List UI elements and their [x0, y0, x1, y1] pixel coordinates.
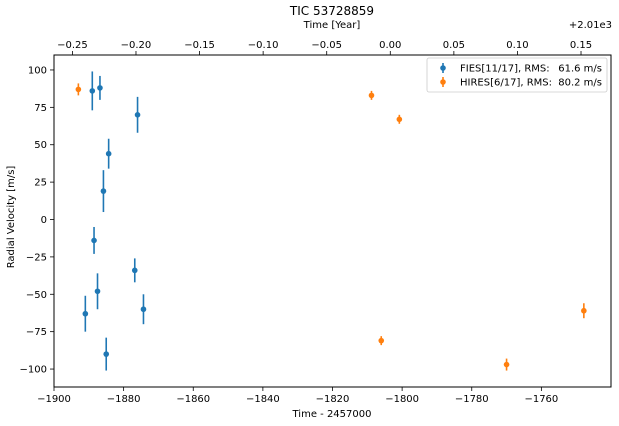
top-tick-label: −0.20	[121, 40, 152, 51]
top-tick-label: 0.15	[570, 40, 592, 51]
y-tick-label: 100	[28, 65, 47, 76]
legend: FIES[11/17], RMS: 61.6 m/s HIRES[6/17], …	[426, 57, 608, 93]
data-point	[581, 307, 587, 314]
data-point	[378, 337, 385, 344]
x-tick-label: −1860	[176, 394, 210, 405]
series-1	[75, 83, 587, 371]
y-axis-label: Radial Velocity [m/s]	[6, 166, 17, 269]
y-tick-label: 50	[34, 140, 47, 151]
x-tick-label: −1760	[524, 394, 558, 405]
data-point	[368, 92, 375, 99]
x-tick-label: −1900	[37, 394, 71, 405]
chart-title: TIC 53728859	[289, 4, 374, 18]
data-points	[75, 71, 587, 371]
legend-box	[426, 57, 608, 93]
data-point	[82, 310, 89, 317]
data-point	[75, 86, 82, 93]
legend-rms-fies: 61.6 m/s	[558, 64, 602, 75]
top-tick-label: −0.10	[248, 40, 279, 51]
legend-label-fies: FIES[11/17], RMS:	[460, 64, 550, 75]
data-point	[134, 112, 141, 118]
x-tick-label: −1780	[455, 394, 489, 405]
legend-marker-hires	[440, 77, 446, 87]
top-tick-label: −0.05	[311, 40, 342, 51]
data-point	[97, 85, 103, 91]
top-tick-label: 0.00	[379, 40, 401, 51]
axis-ticks: −1900 −1880 −1860 −1840 −1820 −1800 −1780 −1760…	[20, 40, 593, 405]
data-point	[396, 116, 403, 123]
data-point	[140, 306, 147, 313]
data-point	[103, 351, 110, 357]
series-0	[82, 71, 147, 371]
y-tick-label: −25	[26, 252, 47, 263]
top-axis-offset-label: +2.01e3	[569, 20, 612, 31]
legend-entry-fies: FIES[11/17], RMS: 61.6 m/s	[440, 63, 602, 75]
legend-marker-fies	[440, 63, 446, 73]
data-point	[100, 188, 107, 194]
top-tick-label: −0.15	[184, 40, 215, 51]
x-tick-label: −1820	[316, 394, 350, 405]
x-axis-label: Time - 2457000	[292, 409, 372, 420]
top-tick-label: 0.05	[443, 40, 465, 51]
x-tick-label: −1840	[246, 394, 280, 405]
legend-point	[440, 79, 446, 85]
data-point	[503, 361, 510, 368]
data-point	[91, 237, 97, 244]
y-tick-label: −75	[26, 327, 47, 338]
y-tick-label: 0	[41, 215, 47, 226]
legend-entry-hires: HIRES[6/17], RMS: 80.2 m/s	[440, 77, 602, 89]
top-tick-label: −0.25	[57, 40, 88, 51]
top-tick-label: 0.10	[506, 40, 528, 51]
x-tick-label: −1880	[107, 394, 141, 405]
top-axis-label: Time [Year]	[303, 20, 361, 31]
data-point	[105, 150, 112, 157]
data-point	[89, 88, 96, 94]
plot-frame	[53, 54, 612, 388]
y-tick-label: −50	[26, 290, 47, 301]
y-tick-label: −100	[20, 365, 47, 376]
y-tick-label: 75	[34, 103, 47, 114]
data-point	[94, 288, 101, 295]
legend-point	[440, 65, 446, 71]
y-tick-label: 25	[34, 178, 47, 189]
legend-rms-hires: 80.2 m/s	[558, 78, 602, 89]
x-tick-label: −1800	[385, 394, 419, 405]
data-point	[131, 267, 138, 274]
legend-label-hires: HIRES[6/17], RMS:	[460, 78, 552, 89]
